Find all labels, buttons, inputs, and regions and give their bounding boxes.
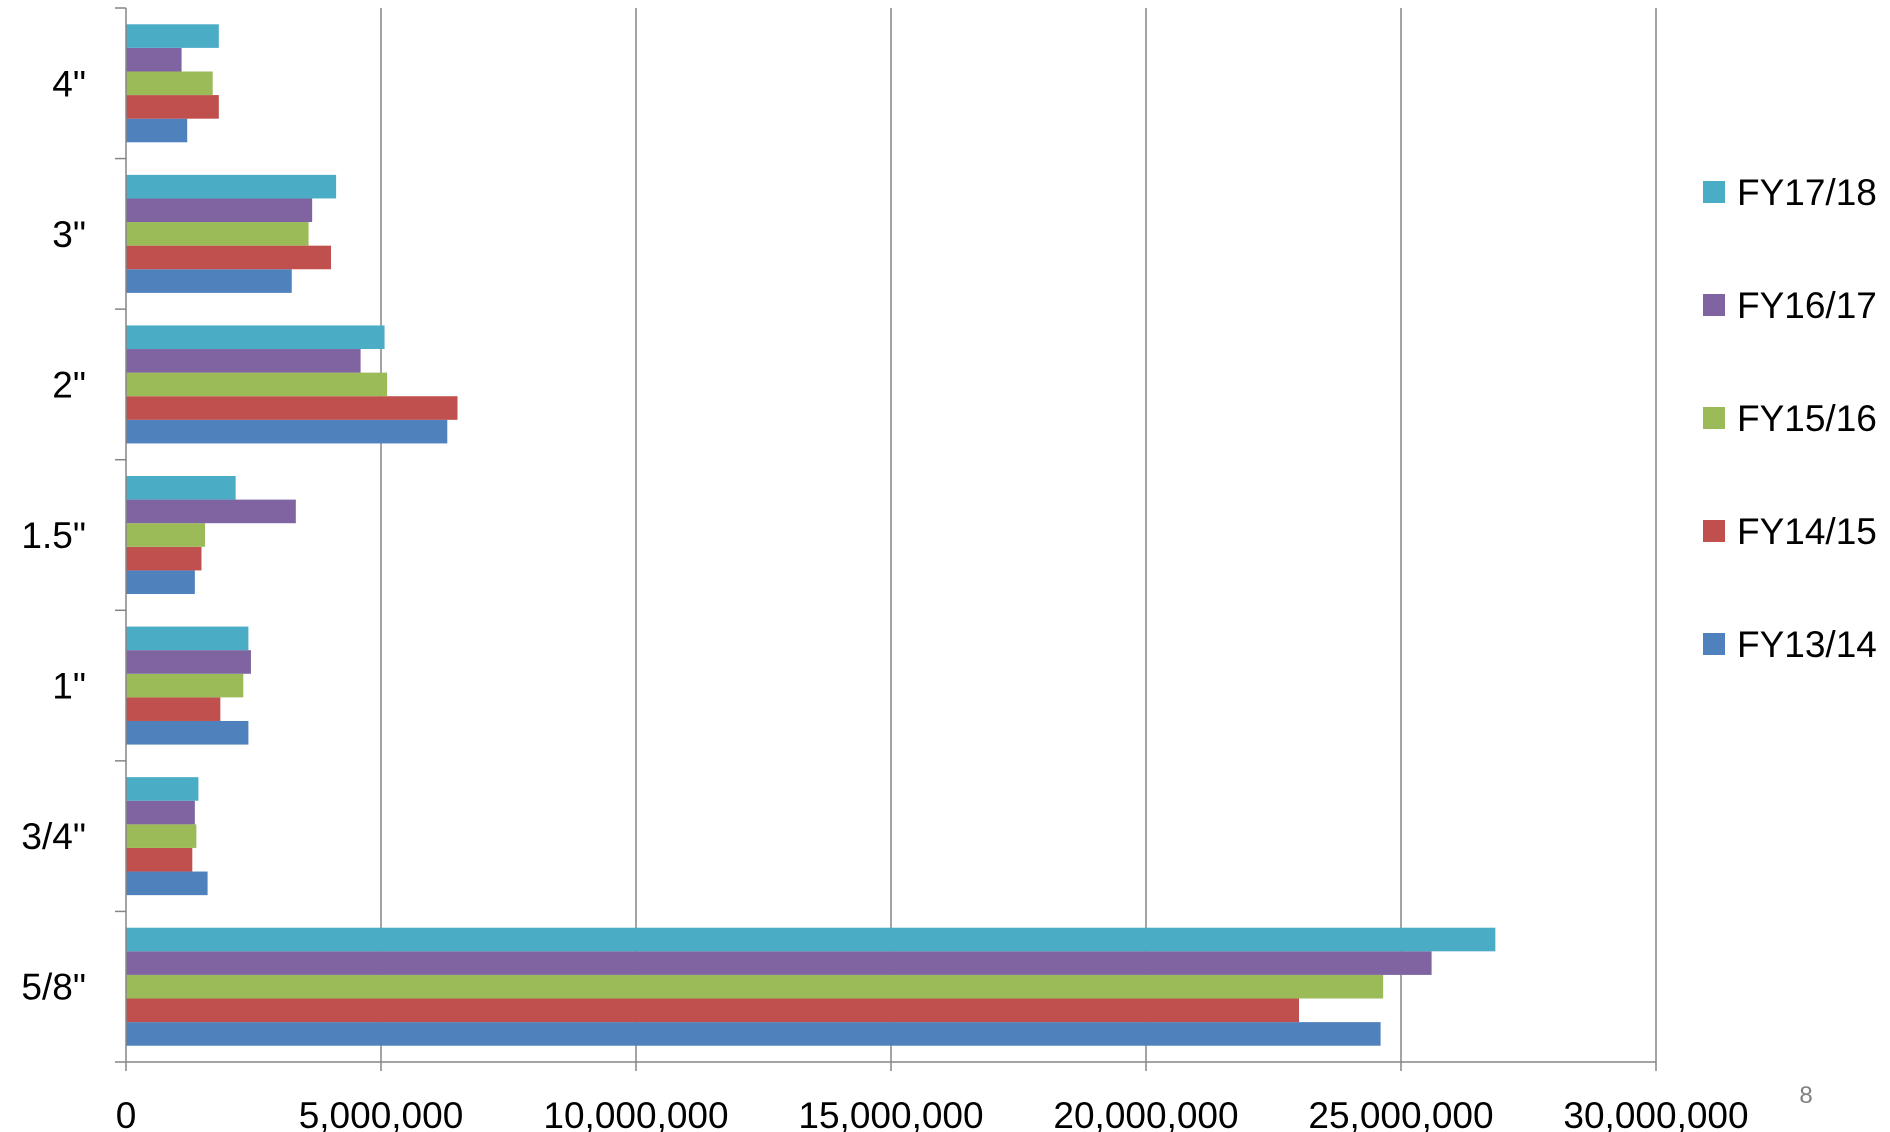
y-tick-label: 3": [52, 214, 86, 255]
x-tick-label: 30,000,000: [1563, 1095, 1748, 1132]
bar: [126, 419, 448, 444]
x-tick-label: 0: [116, 1095, 137, 1132]
bar: [126, 24, 219, 48]
bar: [126, 626, 249, 651]
legend-swatch: [1703, 407, 1725, 429]
bar: [126, 570, 195, 594]
bar: [126, 1022, 1381, 1046]
bar: [126, 847, 193, 872]
bar: [126, 396, 458, 420]
bar: [126, 198, 313, 223]
axes: [115, 7, 1657, 1071]
legend-label: FY17/18: [1737, 172, 1877, 213]
x-tick-label: 15,000,000: [798, 1095, 983, 1132]
x-tick-label: 10,000,000: [543, 1095, 728, 1132]
bar: [126, 650, 251, 674]
bar: [126, 673, 244, 698]
bar: [126, 476, 236, 500]
bar: [126, 927, 1496, 952]
legend-label: FY13/14: [1737, 624, 1877, 665]
bar: [126, 349, 361, 373]
bar: [126, 697, 221, 721]
y-tick-label: 4": [52, 63, 86, 104]
bar: [126, 372, 388, 397]
y-tick-label: 1": [52, 666, 86, 707]
x-tick-label: 20,000,000: [1053, 1095, 1238, 1132]
legend-label: FY15/16: [1737, 398, 1877, 439]
legend-swatch: [1703, 633, 1725, 655]
bar: [126, 118, 188, 143]
legend-swatch: [1703, 181, 1725, 203]
bar: [126, 245, 332, 270]
legend: FY17/18 FY16/17 FY15/16 FY14/15 FY13/14: [1703, 172, 1877, 665]
legend-swatch: [1703, 294, 1725, 316]
bar: [126, 269, 292, 293]
bar: [126, 800, 195, 825]
legend-label: FY16/17: [1737, 285, 1877, 326]
y-tick-label: 3/4": [21, 816, 86, 857]
gridlines: [380, 8, 1657, 1062]
bar: [126, 523, 206, 547]
bar: [126, 47, 182, 72]
x-tick-label: 25,000,000: [1308, 1095, 1493, 1132]
x-tick-label: 5,000,000: [299, 1095, 464, 1132]
bar: [126, 824, 197, 848]
bar: [126, 951, 1432, 975]
bar: [126, 974, 1384, 999]
bar: [126, 174, 337, 199]
bar: [126, 546, 202, 571]
bar: [126, 499, 296, 524]
bar: [126, 71, 213, 96]
y-tick-label: 2": [52, 364, 86, 405]
legend-label: FY14/15: [1737, 511, 1877, 552]
bar: [126, 720, 249, 745]
bars: [126, 24, 1496, 1046]
bar: [126, 325, 385, 350]
y-tick-label: 5/8": [21, 967, 86, 1008]
bar: [126, 95, 219, 119]
legend-swatch: [1703, 520, 1725, 542]
bar: [126, 222, 309, 246]
page-number: 8: [1799, 1082, 1812, 1109]
y-tick-label: 1.5": [21, 515, 86, 556]
tick-labels: 0 5,000,000 10,000,000 15,000,000 20,000,000…: [21, 63, 1748, 1132]
bar: [126, 777, 199, 801]
bar: [126, 998, 1299, 1023]
bar: [126, 871, 208, 896]
